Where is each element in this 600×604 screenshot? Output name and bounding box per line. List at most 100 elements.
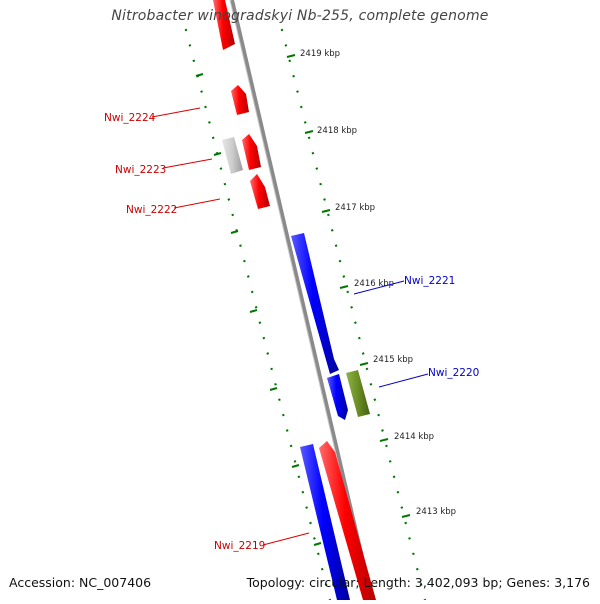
- scale-tick-2419: [287, 55, 295, 57]
- genome-summary-text: Topology: circular; Length: 3,402,093 bp…: [247, 575, 590, 590]
- tick-dot: [401, 507, 403, 508]
- gene-nwi-2224[interactable]: [231, 85, 249, 115]
- tick-dot: [306, 507, 308, 508]
- tick-dot: [409, 538, 411, 539]
- tick-dot: [412, 553, 414, 554]
- tick-dot: [310, 523, 312, 524]
- inner-tick: [270, 388, 277, 390]
- tick-dot: [416, 569, 418, 570]
- tick-dot: [224, 184, 226, 185]
- tick-dot: [351, 307, 353, 308]
- tick-dot: [228, 199, 230, 200]
- scale-tick-2416: [340, 286, 348, 288]
- gene-labels: Nwi_2224 Nwi_2223 Nwi_2222 Nwi_2221 Nwi_…: [104, 108, 479, 552]
- leader-nwi-2223: [163, 159, 212, 168]
- tick-dot: [343, 276, 345, 277]
- scale-label-2417: 2417 kbp: [335, 203, 375, 213]
- tick-dot: [285, 45, 287, 46]
- tick-dot: [259, 322, 261, 323]
- tick-dot: [308, 137, 310, 138]
- tick-dot: [263, 338, 265, 339]
- label-nwi-2224[interactable]: Nwi_2224: [104, 112, 156, 124]
- label-nwi-2223[interactable]: Nwi_2223: [115, 164, 166, 176]
- label-nwi-2221[interactable]: Nwi_2221: [404, 275, 455, 287]
- leader-nwi-2222: [174, 199, 220, 208]
- tick-dot: [393, 476, 395, 477]
- tick-dot: [347, 292, 349, 293]
- accession-text: Accession: NC_007406: [9, 575, 151, 590]
- tick-dot: [212, 137, 214, 138]
- inner-tick: [250, 310, 257, 312]
- tick-dot: [255, 307, 257, 308]
- tick-dot: [302, 492, 304, 493]
- scale-tick-2417: [322, 210, 330, 212]
- scale-tick-2418: [305, 131, 313, 133]
- tick-dot: [294, 461, 296, 462]
- tick-dot: [389, 461, 391, 462]
- tick-dot: [370, 384, 372, 385]
- tick-dot: [289, 60, 291, 61]
- gene-nwi-2223-other[interactable]: [222, 137, 243, 174]
- tick-dot: [293, 76, 295, 77]
- scale-label-2419: 2419 kbp: [300, 49, 340, 59]
- tick-dot: [374, 399, 376, 400]
- leader-nwi-2224: [152, 108, 200, 117]
- gene-nwi-2223[interactable]: [242, 134, 261, 170]
- tick-dot: [240, 245, 242, 246]
- tick-dot: [320, 184, 322, 185]
- tick-dot: [298, 476, 300, 477]
- tick-dot: [397, 492, 399, 493]
- scale-tick-2415: [360, 363, 368, 365]
- tick-dot: [185, 30, 187, 31]
- tick-dot: [251, 292, 253, 293]
- tick-dot: [405, 523, 407, 524]
- tick-dot: [324, 199, 326, 200]
- tick-dot: [232, 215, 234, 216]
- tick-dot: [193, 60, 195, 61]
- scale-label-2413: 2413 kbp: [416, 507, 456, 517]
- tick-dot: [220, 168, 222, 169]
- label-nwi-2222[interactable]: Nwi_2222: [126, 204, 177, 216]
- scale-label-2415: 2415 kbp: [373, 355, 413, 365]
- tick-dot: [339, 261, 341, 262]
- tick-dot: [271, 369, 273, 370]
- scale-label-2414: 2414 kbp: [394, 432, 434, 442]
- tick-dot: [366, 369, 368, 370]
- inner-tick: [292, 465, 299, 467]
- tick-dot: [378, 415, 380, 416]
- tick-dot: [290, 446, 292, 447]
- tick-dot: [358, 338, 360, 339]
- tick-dot: [205, 107, 207, 108]
- tick-dot: [327, 215, 329, 216]
- scale-label-2418: 2418 kbp: [317, 126, 357, 136]
- inner-tick: [196, 74, 203, 76]
- tick-dot: [208, 122, 210, 123]
- scale-label-2416: 2416 kbp: [354, 279, 394, 289]
- label-nwi-2220[interactable]: Nwi_2220: [428, 367, 479, 379]
- tick-dot: [385, 446, 387, 447]
- tick-dot: [275, 384, 277, 385]
- tick-dot: [313, 538, 315, 539]
- tick-dot: [335, 245, 337, 246]
- tick-dot: [300, 107, 302, 108]
- tick-dot: [243, 261, 245, 262]
- tick-dot: [382, 430, 384, 431]
- tick-dot: [201, 91, 203, 92]
- tick-dot: [321, 569, 323, 570]
- tick-dot: [312, 153, 314, 154]
- tick-dot: [354, 322, 356, 323]
- gene-nwi-2222[interactable]: [250, 174, 270, 209]
- tick-dot: [286, 430, 288, 431]
- tick-dot: [297, 91, 299, 92]
- tick-dot: [267, 353, 269, 354]
- leader-nwi-2220: [379, 374, 428, 387]
- tick-dot: [317, 553, 319, 554]
- label-nwi-2219[interactable]: Nwi_2219: [214, 540, 265, 552]
- tick-dot: [282, 415, 284, 416]
- gene-nwi-2220[interactable]: [346, 370, 370, 417]
- inner-tick: [231, 231, 238, 233]
- tick-dot: [281, 30, 283, 31]
- tick-dot: [278, 399, 280, 400]
- inner-tick: [314, 543, 321, 545]
